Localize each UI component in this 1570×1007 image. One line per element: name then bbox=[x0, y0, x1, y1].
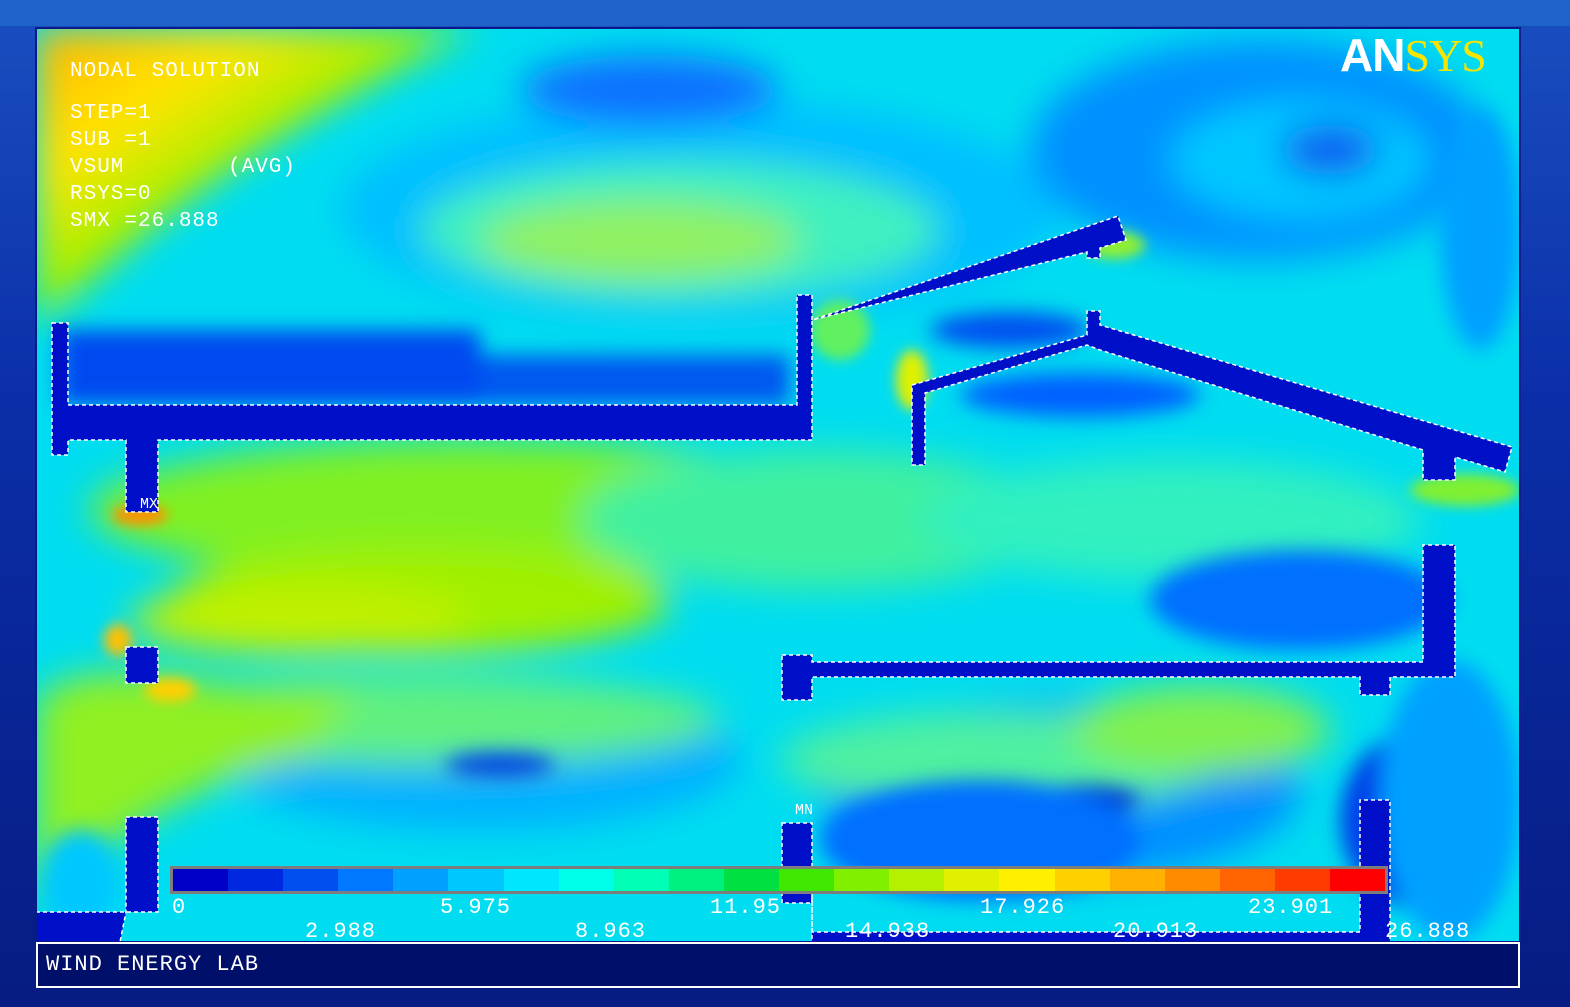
legend-band-10 bbox=[723, 869, 780, 891]
legend-band-1 bbox=[228, 869, 284, 891]
footer-bar bbox=[36, 942, 1520, 988]
legend-band-7 bbox=[558, 869, 614, 891]
legend-band-0 bbox=[173, 869, 229, 891]
legend-band-12 bbox=[834, 869, 890, 891]
legend-band-5 bbox=[448, 869, 504, 891]
smx-label: SMX =26.888 bbox=[70, 210, 220, 233]
color-legend-bar bbox=[170, 866, 1388, 894]
solution-title: NODAL SOLUTION bbox=[70, 60, 261, 83]
legend-band-14 bbox=[944, 869, 1000, 891]
avg-label: (AVG) bbox=[228, 156, 297, 179]
rsys-label: RSYS=0 bbox=[70, 183, 152, 206]
upper-right-roof bbox=[911, 310, 1513, 481]
legend-tick-1: 2.988 bbox=[305, 919, 377, 944]
window-top-strip bbox=[0, 0, 1570, 26]
legend-band-20 bbox=[1274, 869, 1330, 891]
mid-right-floor bbox=[781, 544, 1456, 701]
legend-tick-6: 17.926 bbox=[980, 895, 1066, 920]
legend-band-4 bbox=[393, 869, 449, 891]
legend-band-18 bbox=[1164, 869, 1220, 891]
footer-label: WIND ENERGY LAB bbox=[46, 952, 260, 977]
legend-tick-7: 20.913 bbox=[1113, 919, 1199, 944]
legend-band-8 bbox=[613, 869, 669, 891]
legend-band-2 bbox=[283, 869, 339, 891]
legend-tick-0: 0 bbox=[172, 895, 187, 920]
bottom-floor bbox=[811, 799, 1391, 942]
step-label: STEP=1 bbox=[70, 102, 152, 125]
bottom-left-post bbox=[36, 816, 159, 942]
logo-part-sys: SYS bbox=[1404, 30, 1486, 81]
left-block bbox=[125, 646, 159, 684]
legend-band-19 bbox=[1219, 869, 1275, 891]
vsum-label: VSUM bbox=[70, 156, 125, 179]
logo-part-an: AN bbox=[1340, 29, 1405, 81]
legend-tick-5: 14.938 bbox=[845, 919, 931, 944]
legend-tick-3: 8.963 bbox=[575, 919, 647, 944]
legend-band-9 bbox=[668, 869, 724, 891]
legend-band-11 bbox=[779, 869, 835, 891]
legend-tick-8: 23.901 bbox=[1248, 895, 1334, 920]
upper-left-wall bbox=[51, 215, 1127, 513]
legend-tick-2: 5.975 bbox=[440, 895, 512, 920]
legend-band-6 bbox=[503, 869, 559, 891]
max-marker: MX bbox=[140, 496, 159, 513]
legend-tick-4: 11.95 bbox=[710, 895, 782, 920]
legend-band-17 bbox=[1109, 869, 1165, 891]
legend-band-13 bbox=[889, 869, 945, 891]
legend-band-16 bbox=[1054, 869, 1110, 891]
legend-band-15 bbox=[999, 869, 1055, 891]
ansys-logo: ANSYS bbox=[1340, 28, 1487, 82]
legend-band-3 bbox=[338, 869, 394, 891]
min-marker: MN bbox=[795, 802, 814, 819]
substep-label: SUB =1 bbox=[70, 129, 152, 152]
legend-tick-9: 26.888 bbox=[1385, 919, 1471, 944]
legend-band-21 bbox=[1329, 869, 1386, 891]
